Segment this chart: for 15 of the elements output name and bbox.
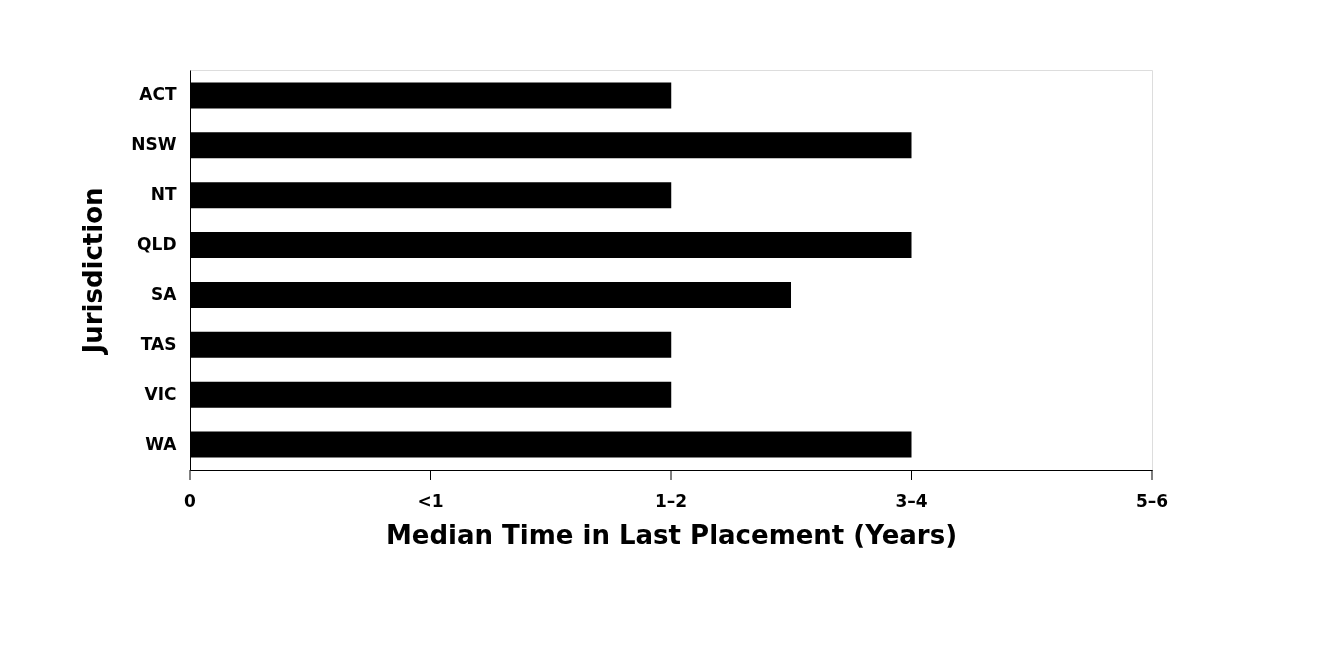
- x-axis-title: Median Time in Last Placement (Years): [385, 519, 958, 550]
- y-tick-label: QLD: [137, 234, 177, 255]
- text: 0: [184, 491, 197, 511]
- y-tick-label: TAS: [140, 333, 177, 354]
- y-tick-label: ACT: [139, 84, 177, 105]
- text: <1: [417, 491, 444, 511]
- y-axis-title: Jurisdiction: [78, 187, 109, 356]
- y-tick-label: WA: [145, 433, 178, 454]
- y-tick-label: NSW: [131, 134, 177, 155]
- text: 5–6: [1135, 491, 1169, 511]
- text: 3–4: [895, 491, 928, 511]
- y-tick-label: VIC: [144, 383, 177, 404]
- y-tick-label: SA: [151, 283, 178, 304]
- text: 1–2: [654, 491, 688, 511]
- y-tick-label: NT: [150, 184, 177, 205]
